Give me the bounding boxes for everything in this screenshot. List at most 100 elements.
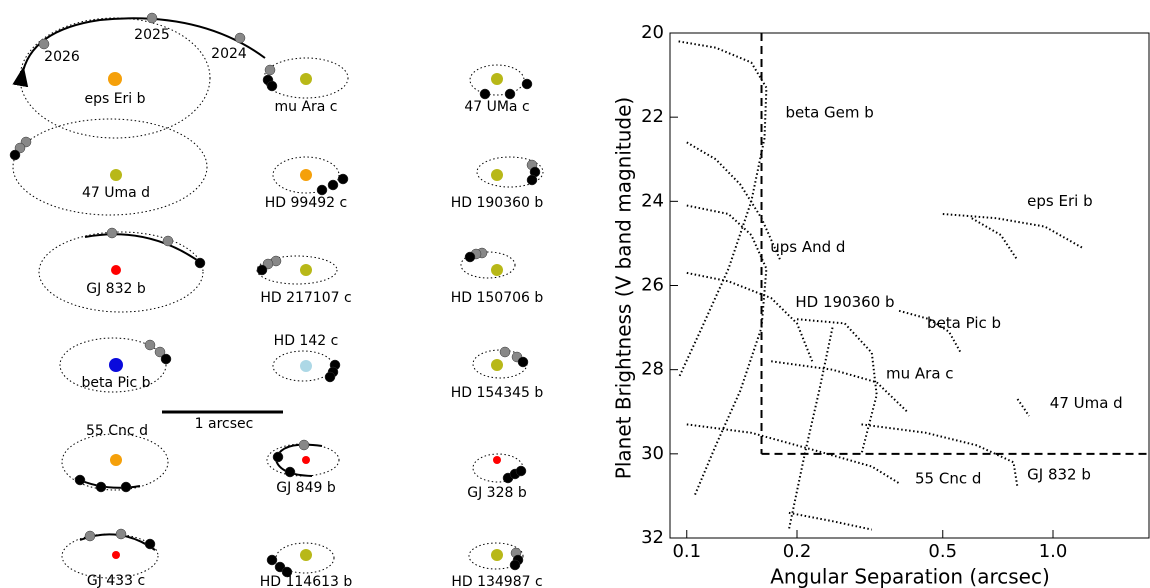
star: [109, 358, 123, 372]
star: [491, 264, 503, 276]
annotation: GJ 832 b: [1027, 465, 1091, 483]
planet-position: [316, 184, 328, 196]
planet-position: [281, 566, 293, 578]
planet-position: [499, 346, 511, 358]
system-label: GJ 433 c: [87, 573, 145, 588]
planet-position: [327, 179, 339, 191]
star: [108, 72, 122, 86]
star: [493, 456, 501, 464]
system-label: GJ 328 b: [467, 485, 527, 501]
orbit-arc: [12, 17, 266, 88]
star: [110, 169, 122, 181]
star: [491, 73, 503, 85]
planet-position: [120, 481, 132, 493]
track-line: [788, 511, 873, 531]
track-line: [942, 213, 1083, 249]
planet-position: [464, 251, 476, 263]
x-tick-label: 0.5: [928, 541, 957, 562]
planet-position: [146, 12, 158, 24]
y-tick-label: 28: [641, 359, 664, 380]
planet-position: [337, 173, 349, 185]
star: [110, 454, 122, 466]
orbit: [460, 251, 516, 279]
planet-position: [266, 80, 278, 92]
planet-position: [517, 356, 529, 368]
planet-position: [162, 235, 174, 247]
y-tick-label: 22: [641, 106, 664, 127]
star: [300, 549, 312, 561]
orbit-arc: [274, 443, 323, 477]
scale-label: 1 arcsec: [195, 416, 254, 432]
planet-position: [298, 439, 310, 451]
track-line: [787, 327, 834, 530]
system-label: HD 134987 c: [451, 574, 542, 588]
track-line: [971, 217, 1019, 261]
y-tick-label: 20: [641, 22, 664, 43]
system-label: HD 217107 c: [260, 290, 351, 306]
star: [491, 359, 503, 371]
star: [491, 549, 503, 561]
planet-position: [526, 174, 538, 186]
system-label: GJ 849 b: [276, 480, 336, 496]
system-label: mu Ara c: [274, 99, 337, 115]
orbit: [476, 156, 544, 188]
orbit: [12, 118, 208, 216]
y-tick-label: 32: [641, 527, 664, 548]
planet-position: [106, 227, 118, 239]
system-label: HD 154345 b: [451, 385, 544, 401]
system-label: 55 Cnc d: [86, 423, 148, 439]
orbit: [468, 542, 524, 570]
planet-position: [521, 78, 533, 90]
planet-position: [264, 64, 276, 76]
y-axis-label: Planet Brightness (V band magnitude): [612, 97, 636, 479]
x-tick-label: 0.2: [783, 541, 812, 562]
star: [302, 456, 310, 464]
planet-position: [509, 559, 521, 571]
track-line: [686, 204, 768, 497]
planet-position: [9, 149, 21, 161]
system-label: beta Pic b: [81, 375, 150, 391]
system-label: HD 114613 b: [260, 574, 353, 588]
planet-position: [272, 451, 284, 463]
planet-position: [160, 353, 172, 365]
planet-position: [74, 474, 86, 486]
track-line: [677, 40, 768, 379]
y-tick-label: 24: [641, 190, 664, 211]
planet-position: [84, 530, 96, 542]
annotation: 47 Uma d: [1050, 394, 1123, 412]
planet-position: [194, 257, 206, 269]
track-line: [1016, 398, 1030, 417]
star: [111, 265, 121, 275]
system-label: HD 142 c: [274, 333, 339, 349]
star: [300, 264, 312, 276]
x-axis-label: Angular Separation (arcsec): [770, 565, 1050, 588]
annotation: beta Pic b: [927, 314, 1001, 332]
planet-position: [256, 264, 268, 276]
orbit: [272, 156, 340, 194]
system-label: HD 150706 b: [451, 290, 544, 306]
system-label: 47 Uma d: [82, 185, 150, 201]
star: [300, 360, 312, 372]
annotation: beta Gem b: [785, 103, 873, 121]
annotation: 55 Cnc d: [915, 470, 981, 488]
system-label: HD 190360 b: [451, 195, 544, 211]
planet-position: [38, 38, 50, 50]
star: [491, 169, 503, 181]
track-line: [686, 141, 782, 261]
orbit-arc: [84, 233, 205, 266]
orbit: [256, 255, 338, 285]
orbit: [61, 533, 159, 579]
planet-position: [515, 465, 527, 477]
chart: Angular Separation (arcsec) Planet Brigh…: [612, 22, 1150, 588]
orbit: [38, 231, 204, 313]
planet-position: [144, 538, 156, 550]
star: [112, 551, 120, 559]
system-label: GJ 832 b: [86, 281, 146, 297]
system-label: HD 99492 c: [265, 195, 347, 211]
x-tick-label: 1.0: [1039, 541, 1068, 562]
annotation: mu Ara c: [886, 364, 954, 382]
orbit: [266, 443, 340, 477]
orbit: [61, 433, 169, 491]
system-label: eps Eri b: [84, 91, 145, 107]
